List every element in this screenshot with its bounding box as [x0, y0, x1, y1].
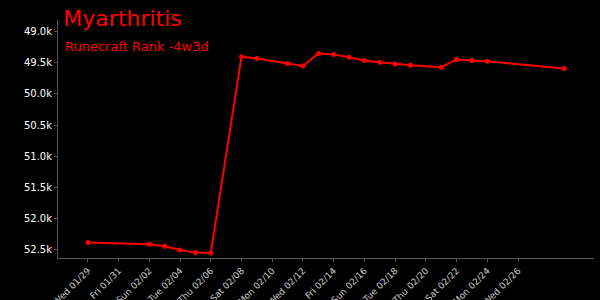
svg-text:Sun 02/02: Sun 02/02	[114, 266, 154, 300]
svg-text:Thu 02/06: Thu 02/06	[175, 266, 215, 300]
svg-text:Thu 02/20: Thu 02/20	[390, 266, 430, 300]
svg-text:Myarthritis: Myarthritis	[63, 6, 181, 31]
svg-text:Sun 02/16: Sun 02/16	[329, 266, 369, 300]
svg-text:Mon 02/10: Mon 02/10	[236, 266, 277, 300]
svg-text:Fri 02/14: Fri 02/14	[303, 266, 338, 300]
svg-text:52.0k: 52.0k	[24, 213, 52, 224]
svg-text:49.5k: 49.5k	[24, 57, 52, 68]
svg-text:50.5k: 50.5k	[24, 120, 52, 131]
svg-text:Sat 02/22: Sat 02/22	[423, 266, 461, 300]
svg-text:Mon 02/24: Mon 02/24	[451, 266, 492, 300]
svg-text:Runecraft Rank -4w3d: Runecraft Rank -4w3d	[65, 39, 209, 54]
svg-text:51.0k: 51.0k	[24, 151, 52, 162]
svg-text:51.5k: 51.5k	[24, 182, 52, 193]
svg-text:49.0k: 49.0k	[24, 26, 52, 37]
svg-text:Wed 02/26: Wed 02/26	[481, 266, 523, 300]
svg-text:50.0k: 50.0k	[24, 88, 52, 99]
svg-text:Tue 02/04: Tue 02/04	[146, 266, 185, 300]
svg-text:Tue 02/18: Tue 02/18	[361, 266, 400, 300]
svg-text:Wed 02/12: Wed 02/12	[266, 266, 307, 300]
svg-text:Sat 02/08: Sat 02/08	[208, 266, 246, 300]
svg-text:Fri 01/31: Fri 01/31	[88, 266, 123, 300]
svg-text:52.5k: 52.5k	[24, 244, 52, 255]
svg-text:Wed 01/29: Wed 01/29	[51, 266, 93, 300]
